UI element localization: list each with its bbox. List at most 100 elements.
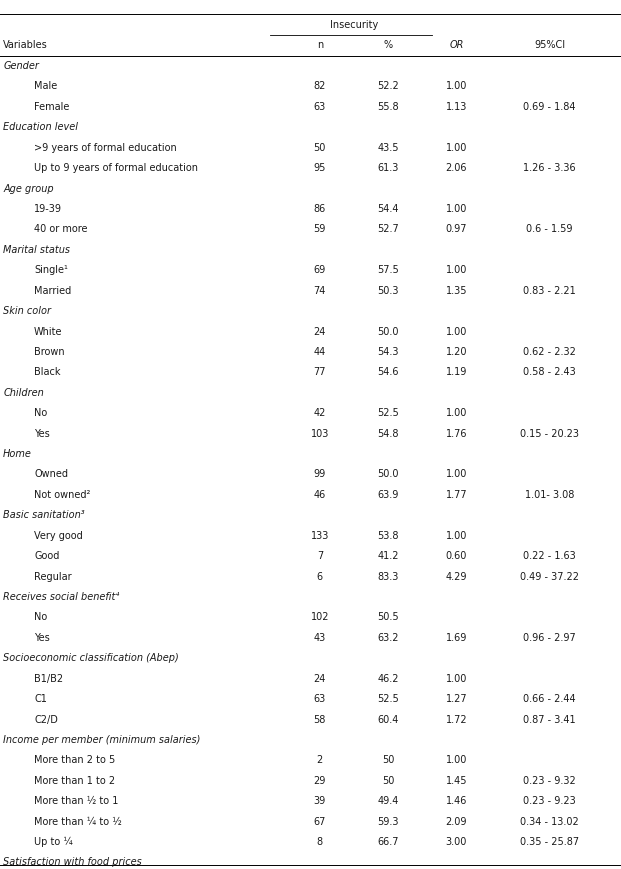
Text: Single¹: Single¹ <box>34 265 68 275</box>
Text: 63.2: 63.2 <box>378 633 399 643</box>
Text: OR: OR <box>449 40 464 50</box>
Text: Insecurity: Insecurity <box>330 20 378 30</box>
Text: 46.2: 46.2 <box>378 673 399 684</box>
Text: Receives social benefit⁴: Receives social benefit⁴ <box>3 592 119 602</box>
Text: 61.3: 61.3 <box>378 163 399 173</box>
Text: 1.26 - 3.36: 1.26 - 3.36 <box>524 163 576 173</box>
Text: 2.09: 2.09 <box>446 817 467 826</box>
Text: Children: Children <box>3 388 44 398</box>
Text: 1.77: 1.77 <box>446 490 467 500</box>
Text: 42: 42 <box>314 408 326 418</box>
Text: Age group: Age group <box>3 183 54 194</box>
Text: 1.00: 1.00 <box>446 327 467 336</box>
Text: Married: Married <box>34 286 71 295</box>
Text: 77: 77 <box>314 368 326 377</box>
Text: 66.7: 66.7 <box>378 837 399 847</box>
Text: 1.00: 1.00 <box>446 673 467 684</box>
Text: Male: Male <box>34 82 57 91</box>
Text: 63: 63 <box>314 102 326 112</box>
Text: 46: 46 <box>314 490 326 500</box>
Text: 1.00: 1.00 <box>446 469 467 480</box>
Text: 1.72: 1.72 <box>446 714 467 725</box>
Text: 7: 7 <box>317 551 323 561</box>
Text: 55.8: 55.8 <box>378 102 399 112</box>
Text: 60.4: 60.4 <box>378 714 399 725</box>
Text: Skin color: Skin color <box>3 306 51 316</box>
Text: C2/D: C2/D <box>34 714 58 725</box>
Text: Variables: Variables <box>3 40 48 50</box>
Text: More than 2 to 5: More than 2 to 5 <box>34 755 116 766</box>
Text: Yes: Yes <box>34 633 50 643</box>
Text: 50.0: 50.0 <box>378 469 399 480</box>
Text: 1.69: 1.69 <box>446 633 467 643</box>
Text: 50: 50 <box>314 143 326 153</box>
Text: 19-39: 19-39 <box>34 204 62 214</box>
Text: 0.83 - 2.21: 0.83 - 2.21 <box>524 286 576 295</box>
Text: No: No <box>34 613 47 622</box>
Text: 50.3: 50.3 <box>378 286 399 295</box>
Text: 1.01- 3.08: 1.01- 3.08 <box>525 490 574 500</box>
Text: 99: 99 <box>314 469 326 480</box>
Text: 50: 50 <box>382 776 394 786</box>
Text: Very good: Very good <box>34 531 83 541</box>
Text: B1/B2: B1/B2 <box>34 673 63 684</box>
Text: Female: Female <box>34 102 70 112</box>
Text: 1.00: 1.00 <box>446 531 467 541</box>
Text: 95: 95 <box>314 163 326 173</box>
Text: %: % <box>384 40 392 50</box>
Text: C1: C1 <box>34 694 47 704</box>
Text: 8: 8 <box>317 837 323 847</box>
Text: 1.00: 1.00 <box>446 265 467 275</box>
Text: 1.00: 1.00 <box>446 143 467 153</box>
Text: 29: 29 <box>314 776 326 786</box>
Text: 53.8: 53.8 <box>378 531 399 541</box>
Text: 52.2: 52.2 <box>377 82 399 91</box>
Text: 83.3: 83.3 <box>378 572 399 581</box>
Text: 133: 133 <box>310 531 329 541</box>
Text: 50: 50 <box>382 755 394 766</box>
Text: 63: 63 <box>314 694 326 704</box>
Text: 2: 2 <box>317 755 323 766</box>
Text: Basic sanitation³: Basic sanitation³ <box>3 510 84 521</box>
Text: 1.45: 1.45 <box>446 776 467 786</box>
Text: Marital status: Marital status <box>3 245 70 255</box>
Text: Yes: Yes <box>34 428 50 439</box>
Text: >9 years of formal education: >9 years of formal education <box>34 143 177 153</box>
Text: 54.8: 54.8 <box>378 428 399 439</box>
Text: 24: 24 <box>314 673 326 684</box>
Text: 59: 59 <box>314 224 326 235</box>
Text: 1.19: 1.19 <box>446 368 467 377</box>
Text: 82: 82 <box>314 82 326 91</box>
Text: 103: 103 <box>310 428 329 439</box>
Text: 74: 74 <box>314 286 326 295</box>
Text: 0.35 - 25.87: 0.35 - 25.87 <box>520 837 579 847</box>
Text: 0.97: 0.97 <box>446 224 467 235</box>
Text: 0.96 - 2.97: 0.96 - 2.97 <box>524 633 576 643</box>
Text: Good: Good <box>34 551 60 561</box>
Text: 49.4: 49.4 <box>378 796 399 806</box>
Text: 50.5: 50.5 <box>378 613 399 622</box>
Text: 102: 102 <box>310 613 329 622</box>
Text: 1.00: 1.00 <box>446 408 467 418</box>
Text: 1.00: 1.00 <box>446 755 467 766</box>
Text: Owned: Owned <box>34 469 68 480</box>
Text: 50.0: 50.0 <box>378 327 399 336</box>
Text: 69: 69 <box>314 265 326 275</box>
Text: 6: 6 <box>317 572 323 581</box>
Text: 54.6: 54.6 <box>378 368 399 377</box>
Text: 0.23 - 9.23: 0.23 - 9.23 <box>524 796 576 806</box>
Text: 0.22 - 1.63: 0.22 - 1.63 <box>524 551 576 561</box>
Text: 2.06: 2.06 <box>446 163 467 173</box>
Text: Education level: Education level <box>3 123 78 132</box>
Text: 0.60: 0.60 <box>446 551 467 561</box>
Text: 63.9: 63.9 <box>378 490 399 500</box>
Text: 0.49 - 37.22: 0.49 - 37.22 <box>520 572 579 581</box>
Text: 67: 67 <box>314 817 326 826</box>
Text: 0.66 - 2.44: 0.66 - 2.44 <box>524 694 576 704</box>
Text: Satisfaction with food prices: Satisfaction with food prices <box>3 858 142 867</box>
Text: Home: Home <box>3 449 32 459</box>
Text: 0.15 - 20.23: 0.15 - 20.23 <box>520 428 579 439</box>
Text: 44: 44 <box>314 347 326 357</box>
Text: 58: 58 <box>314 714 326 725</box>
Text: n: n <box>317 40 323 50</box>
